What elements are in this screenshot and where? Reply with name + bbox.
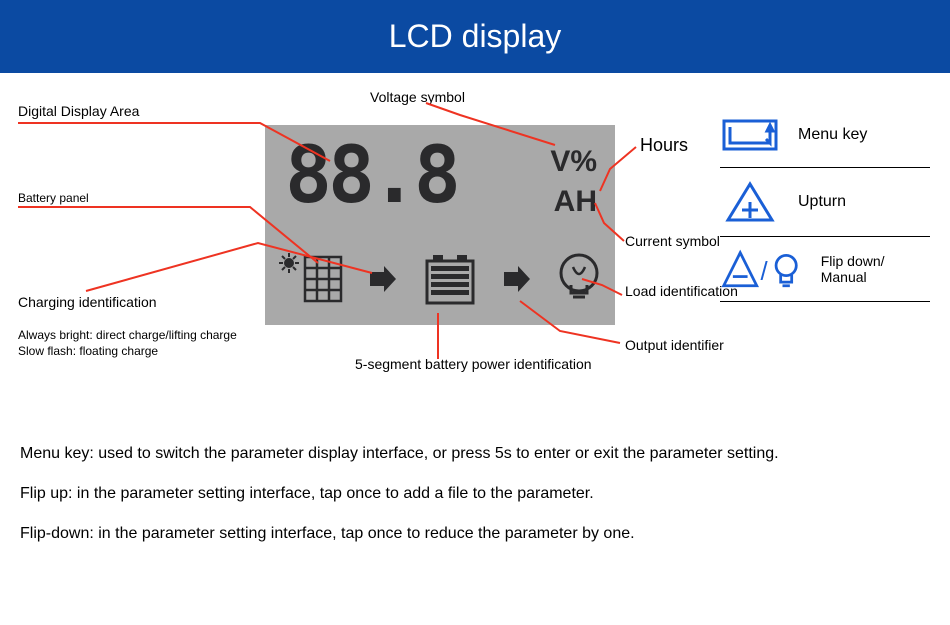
header-title: LCD display <box>389 18 562 54</box>
diagram-area: 88.8 V% AH <box>0 73 950 433</box>
key-label-up: Upturn <box>798 193 846 211</box>
upturn-icon <box>720 180 780 224</box>
note-menu-key: Menu key: used to switch the parameter d… <box>20 445 930 463</box>
key-table: Menu key Upturn / Flip down/ Manual <box>720 103 930 302</box>
key-item-menu: Menu key <box>720 103 930 168</box>
key-label-down: Flip down/ Manual <box>821 253 930 285</box>
key-item-up: Upturn <box>720 168 930 237</box>
note-flip-down: Flip-down: in the parameter setting inte… <box>20 525 930 543</box>
key-item-down: / Flip down/ Manual <box>720 237 930 302</box>
leader-lines <box>0 73 730 413</box>
key-label-menu: Menu key <box>798 126 867 144</box>
notes-block: Menu key: used to switch the parameter d… <box>0 445 950 543</box>
flip-down-icon: / <box>720 249 803 289</box>
note-flip-up: Flip up: in the parameter setting interf… <box>20 485 930 503</box>
svg-text:/: / <box>760 258 768 286</box>
header-bar: LCD display <box>0 0 950 73</box>
menu-key-icon <box>720 115 780 155</box>
